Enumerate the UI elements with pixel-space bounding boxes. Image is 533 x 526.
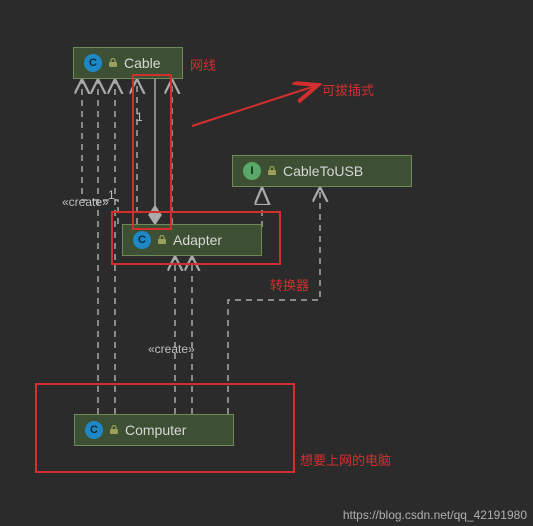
lock-icon <box>157 235 167 245</box>
annotation-xiangyao: 想要上网的电脑 <box>300 450 391 469</box>
multiplicity-label: 1 <box>108 188 115 202</box>
annotation-kebachashi: 可拔插式 <box>322 80 374 99</box>
class-node-cable: C Cable <box>73 47 183 79</box>
node-label: Adapter <box>173 232 222 248</box>
class-icon: C <box>85 421 103 439</box>
lock-icon <box>109 425 119 435</box>
watermark-text: https://blog.csdn.net/qq_42191980 <box>343 508 527 522</box>
class-icon: C <box>84 54 102 72</box>
lock-icon <box>108 58 118 68</box>
multiplicity-label: 1 <box>136 110 143 124</box>
interface-icon: I <box>243 162 261 180</box>
node-label: CableToUSB <box>283 163 363 179</box>
annotation-zhuanhuanqi: 转换器 <box>270 275 309 294</box>
highlight-box-cable-relation <box>132 74 172 230</box>
class-icon: C <box>133 231 151 249</box>
stereotype-create: «create» <box>148 342 195 356</box>
node-label: Computer <box>125 422 186 438</box>
stereotype-create: «create» <box>62 195 109 209</box>
red-annotation-arrow <box>192 85 318 126</box>
node-label: Cable <box>124 55 161 71</box>
lock-icon <box>267 166 277 176</box>
annotation-wangxian: 网线 <box>190 55 216 74</box>
class-node-adapter: C Adapter <box>122 224 262 256</box>
class-node-computer: C Computer <box>74 414 234 446</box>
interface-node-cabletousb: I CableToUSB <box>232 155 412 187</box>
edge-computer-dep-ctusb <box>228 187 320 414</box>
